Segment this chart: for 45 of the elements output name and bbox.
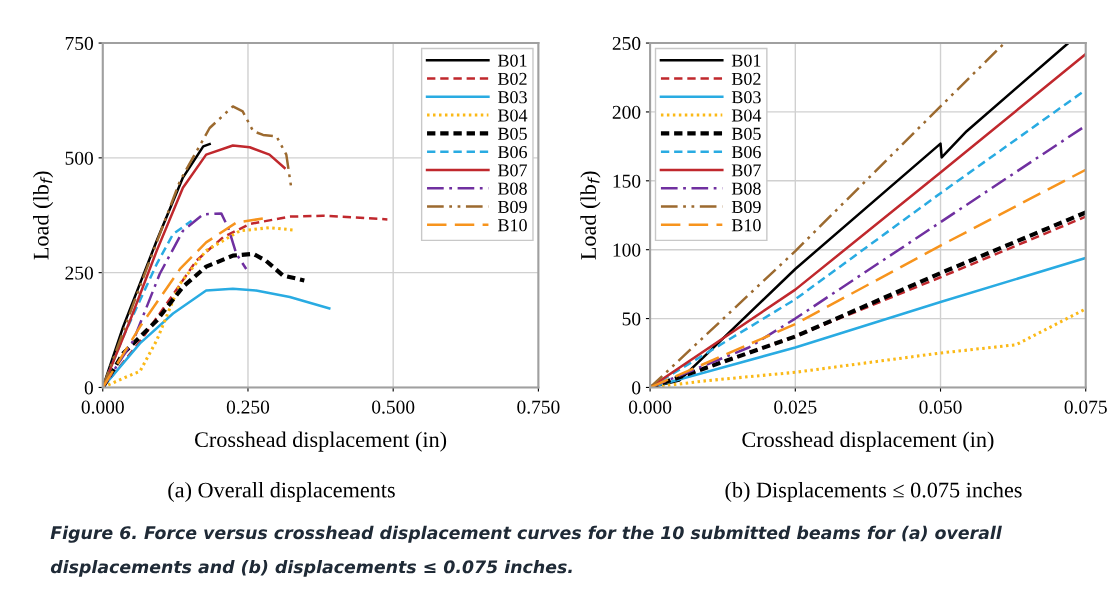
x-tick-label: 0.750	[517, 400, 560, 414]
x-axis-title: Crosshead displacement (in)	[742, 431, 994, 452]
legend-label: B04	[497, 109, 528, 122]
legend-label: B05	[497, 127, 527, 140]
legend-label: B03	[497, 91, 527, 104]
y-tick-label: 100	[613, 243, 641, 257]
legend-label: B08	[731, 182, 761, 195]
y-tick-label: 250	[612, 36, 641, 50]
legend-label: B05	[731, 127, 761, 140]
text: (a) Overall displacements	[168, 481, 395, 503]
legend-label: B01	[497, 54, 527, 67]
y-tick-label: 0	[632, 381, 641, 395]
x-tick-label: 0.000	[628, 400, 672, 414]
y-tick-label: 150	[613, 174, 641, 188]
y-tick-label: 200	[612, 105, 641, 119]
legend-label: B10	[731, 219, 761, 232]
x-tick-label: 0.000	[81, 400, 124, 414]
legend-label: B04	[731, 109, 762, 122]
text: (b) Displacements ≤ 0.075 inches	[725, 481, 1022, 503]
legend-label: B08	[497, 182, 527, 195]
legend-label: B06	[731, 145, 761, 159]
legend-label: B09	[731, 200, 761, 214]
legend-label: B07	[497, 164, 528, 177]
y-tick-label: 0	[84, 381, 93, 395]
x-tick-label: 0.500	[372, 400, 415, 414]
x-tick-label: 0.050	[919, 400, 962, 414]
y-tick-label: 750	[65, 36, 93, 50]
x-tick-label: 0.075	[1064, 400, 1107, 414]
legend-label: B02	[731, 72, 761, 85]
legend-label: B03	[731, 91, 761, 104]
legend-label: B07	[731, 164, 761, 177]
y-tick-label: 250	[65, 266, 93, 280]
legend-label: B10	[497, 219, 527, 232]
x-axis-title: Crosshead displacement (in)	[194, 431, 447, 452]
legend-label: B01	[731, 54, 761, 67]
y-tick-label: 50	[622, 312, 641, 326]
legend-label: B06	[497, 145, 528, 159]
x-tick-label: 0.025	[774, 400, 817, 414]
legend-label: B09	[497, 200, 527, 214]
caption: Figure 6. Force versus crosshead displacement curves for the 10 submitted beams for (a) overall displacements and (b) displacements ≤ 0.075 inches.	[50, 525, 1002, 577]
y-axis-title: Load (lb$_{f}$)	[580, 171, 601, 260]
y-axis-title: Load (lb$_{f}$)	[33, 171, 54, 260]
legend-label: B02	[497, 72, 527, 85]
x-tick-label: 0.250	[226, 400, 270, 414]
y-tick-label: 500	[65, 151, 93, 165]
